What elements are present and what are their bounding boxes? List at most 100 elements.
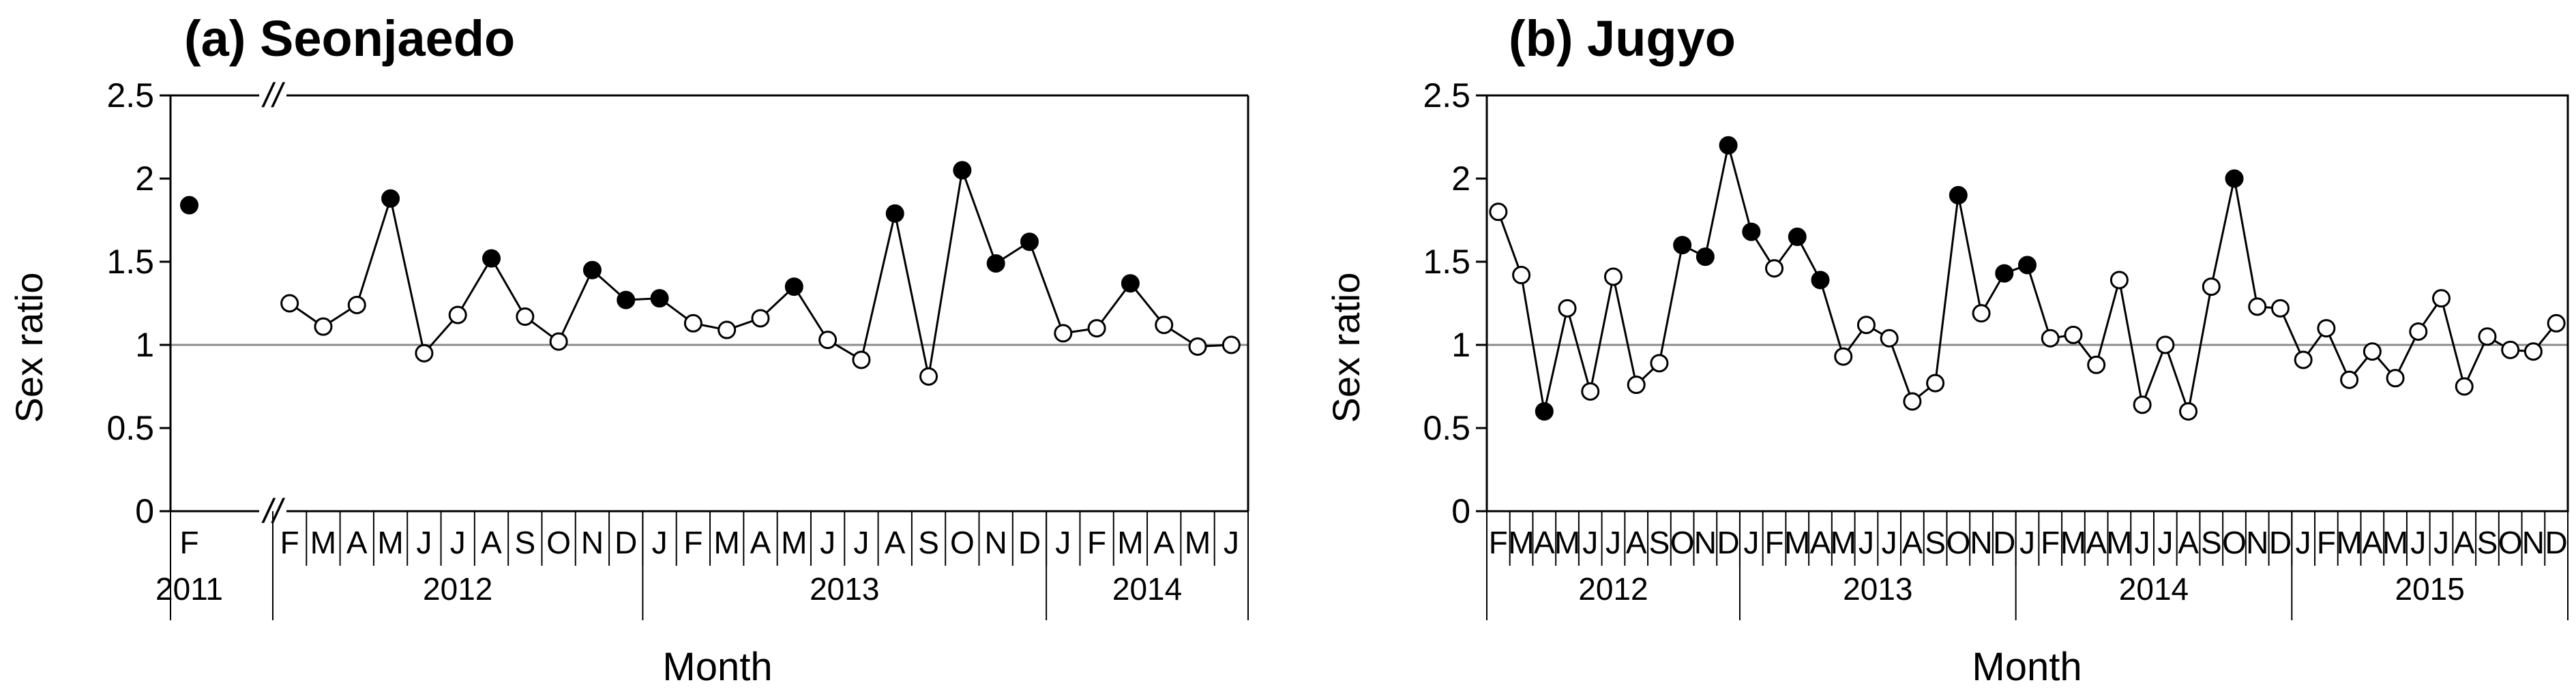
data-point-open — [2133, 395, 2152, 414]
data-point-filled — [1020, 232, 1039, 252]
data-point-filled — [1811, 271, 1830, 290]
data-point-open — [2455, 377, 2474, 396]
x-tick-label-month: F — [1489, 525, 1508, 560]
data-point-open — [1581, 382, 1600, 401]
data-point-open — [2109, 271, 2129, 290]
y-tick-label: 1.5 — [106, 243, 154, 281]
x-tick-label-month: A — [2454, 525, 2475, 560]
x-tick-label-month: S — [514, 525, 535, 560]
y-tick-label: 1 — [135, 326, 154, 364]
data-point-filled — [650, 289, 669, 308]
x-tick-label-month: O — [546, 525, 571, 560]
data-point-open — [1650, 354, 1669, 373]
data-point-open — [2501, 340, 2520, 359]
x-tick-label-month: A — [1626, 525, 1647, 560]
y-tick-label: 0 — [135, 492, 154, 530]
x-tick-label-month: N — [2246, 525, 2268, 560]
x-tick-label-month: J — [2433, 525, 2449, 560]
x-tick-label-month: M — [2382, 525, 2408, 560]
panel-a-series — [180, 161, 1241, 386]
data-point-open — [1054, 324, 1073, 343]
x-tick-label-month: N — [985, 525, 1007, 560]
panel-a-y-ticks: 0 0.5 1 1.5 2 2.5 — [106, 76, 171, 530]
x-tick-label-month: J — [450, 525, 466, 560]
data-point-open — [1903, 392, 1922, 411]
x-tick-label-month: M — [1185, 525, 1211, 560]
panel-a-y-axis-label: Sex ratio — [8, 273, 50, 423]
data-point-open — [516, 307, 535, 326]
x-tick-label-month: M — [1508, 525, 1534, 560]
data-point-open — [1926, 374, 1945, 393]
data-point-open — [314, 317, 333, 336]
x-tick-label-year: 2012 — [423, 571, 492, 607]
x-tick-label-month: O — [950, 525, 975, 560]
x-tick-label-month: N — [581, 525, 604, 560]
data-point-filled — [582, 260, 602, 279]
x-tick-label-month: M — [714, 525, 740, 560]
data-point-filled — [1949, 185, 1968, 204]
x-tick-label-month: J — [853, 525, 869, 560]
y-tick-label: 0.5 — [1423, 409, 1470, 447]
x-tick-label-month: F — [1087, 525, 1106, 560]
data-point-open — [1972, 304, 1991, 323]
data-point-open — [2317, 319, 2336, 338]
data-point-filled — [617, 290, 636, 309]
x-tick-label-month: A — [2362, 525, 2383, 560]
x-tick-label-month: J — [2410, 525, 2426, 560]
x-tick-label-month: M — [781, 525, 807, 560]
data-point-open — [2409, 322, 2428, 341]
x-tick-label-month: J — [1582, 525, 1598, 560]
data-point-open — [2363, 342, 2382, 361]
data-point-filled — [381, 189, 400, 208]
data-point-filled — [986, 254, 1005, 273]
x-tick-label-month: J — [1224, 525, 1239, 560]
y-tick-label: 0.5 — [106, 409, 154, 447]
x-tick-label-month: M — [2336, 525, 2362, 560]
x-tick-label-month: D — [615, 525, 637, 560]
data-point-filled — [1742, 222, 1761, 241]
data-point-open — [1512, 266, 1531, 285]
x-tick-label-month: F — [2041, 525, 2060, 560]
data-point-open — [717, 320, 737, 339]
data-point-open — [2064, 325, 2083, 344]
x-tick-label-month: F — [280, 525, 299, 560]
x-tick-label-month: J — [1859, 525, 1874, 560]
data-point-open — [2041, 329, 2060, 348]
panel-b-title: (b) Jugyo — [1509, 10, 1736, 67]
x-tick-label-month: S — [2201, 525, 2222, 560]
x-tick-label-month: J — [2296, 525, 2311, 560]
y-tick-label: 2.5 — [1423, 76, 1470, 115]
panel-b-series — [1489, 136, 2566, 421]
data-point-open — [2386, 369, 2405, 388]
data-point-open — [347, 295, 366, 314]
data-point-open — [1155, 316, 1174, 335]
x-tick-label-month: J — [2157, 525, 2173, 560]
x-tick-label-month: N — [1694, 525, 1717, 560]
data-point-filled — [784, 277, 803, 296]
x-tick-label-month: S — [918, 525, 939, 560]
x-tick-label-month: M — [310, 525, 336, 560]
y-tick-label: 0 — [1451, 492, 1470, 530]
x-tick-label-month: M — [377, 525, 403, 560]
x-tick-label-year: 2014 — [1112, 571, 1182, 607]
plot-frame — [1485, 94, 2569, 513]
data-point-open — [2523, 342, 2543, 361]
x-tick-label-year: 2013 — [1843, 571, 1912, 607]
x-tick-label-month: J — [820, 525, 835, 560]
x-tick-label-month: N — [1970, 525, 1992, 560]
x-tick-label-month: S — [1925, 525, 1946, 560]
data-point-open — [2087, 355, 2106, 374]
x-tick-label-year: 2013 — [810, 571, 879, 607]
x-tick-label-month: M — [1784, 525, 1810, 560]
x-tick-label-month: A — [885, 525, 906, 560]
data-point-open — [1856, 316, 1876, 335]
x-tick-label-month: F — [2317, 525, 2336, 560]
data-point-open — [448, 305, 467, 324]
x-tick-label-month: A — [481, 525, 502, 560]
axis-break-mark: // — [261, 492, 286, 530]
x-tick-label-month: D — [1993, 525, 2015, 560]
panel-a-title: (a) Seonjaedo — [184, 10, 515, 67]
x-tick-label-month: D — [1018, 525, 1041, 560]
